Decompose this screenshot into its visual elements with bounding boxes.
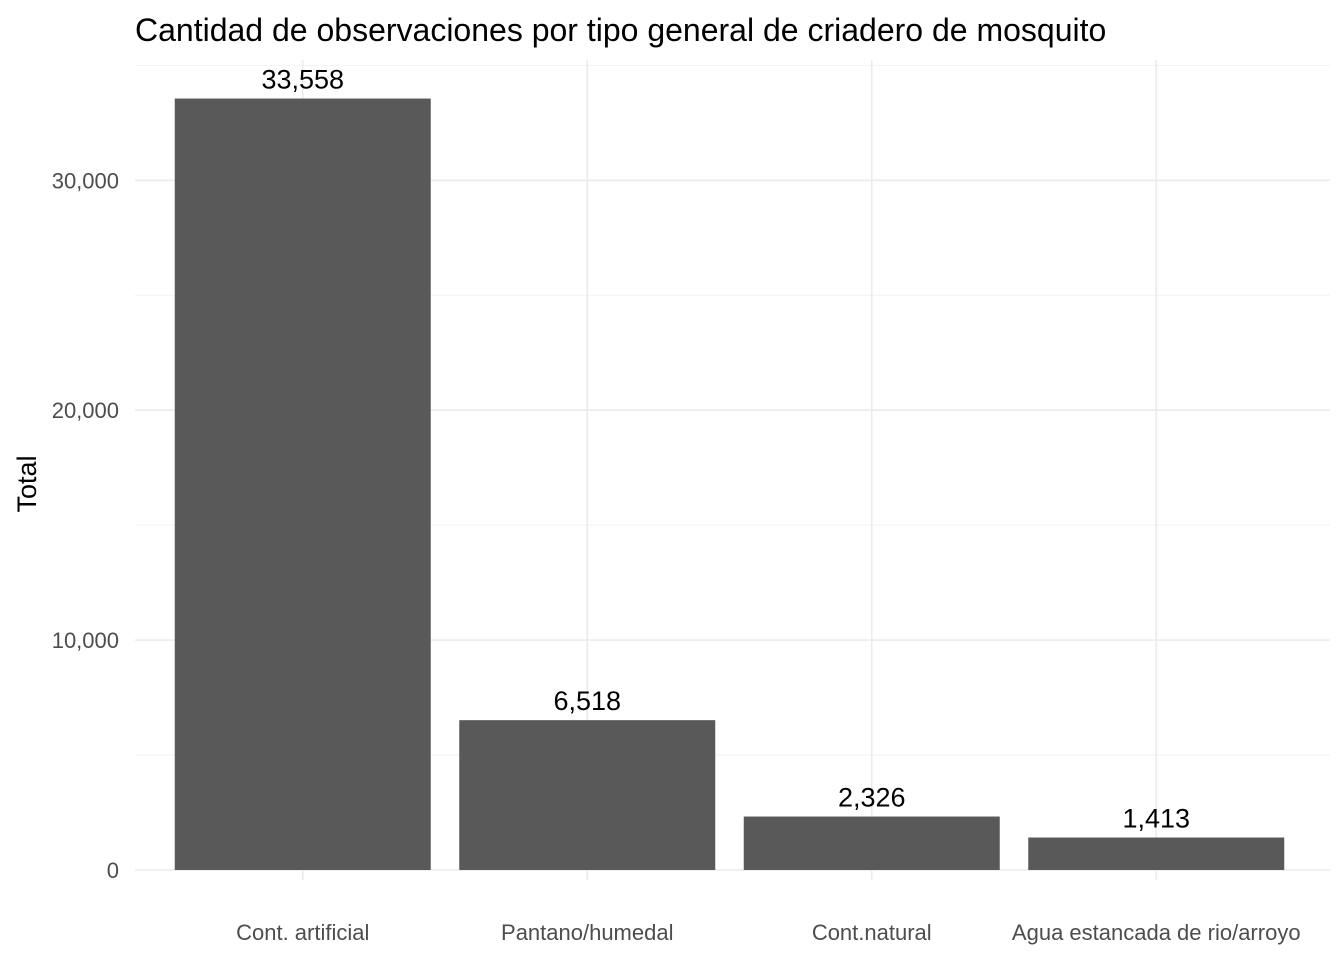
- bar-value-label: 2,326: [838, 783, 906, 813]
- bar-value-label: 1,413: [1122, 804, 1190, 834]
- data-labels: 33,558 6,518 2,326 1,413: [261, 65, 1190, 834]
- y-tick-label: 10,000: [52, 628, 119, 653]
- x-tick-label: Cont. artificial: [236, 920, 369, 945]
- chart-title: Cantidad de observaciones por tipo gener…: [135, 12, 1106, 48]
- bar: [1028, 837, 1285, 870]
- bar-value-label: 33,558: [261, 65, 344, 95]
- y-tick-label: 0: [107, 858, 119, 883]
- bar: [743, 816, 1000, 870]
- y-axis-ticks: 0 10,000 20,000 30,000: [52, 168, 119, 883]
- y-axis-label: Total: [12, 455, 42, 512]
- bars: [174, 98, 1285, 870]
- bar-value-label: 6,518: [553, 686, 621, 716]
- x-tick-label: Cont.natural: [812, 920, 932, 945]
- bar: [459, 720, 716, 870]
- x-tick-label: Agua estancada de rio/arroyo: [1012, 920, 1301, 945]
- x-axis-ticks: Cont. artificial Pantano/humedal Cont.natu…: [236, 920, 1300, 945]
- y-tick-label: 20,000: [52, 398, 119, 423]
- bar: [174, 98, 431, 870]
- y-tick-label: 30,000: [52, 168, 119, 193]
- x-tick-label: Pantano/humedal: [501, 920, 673, 945]
